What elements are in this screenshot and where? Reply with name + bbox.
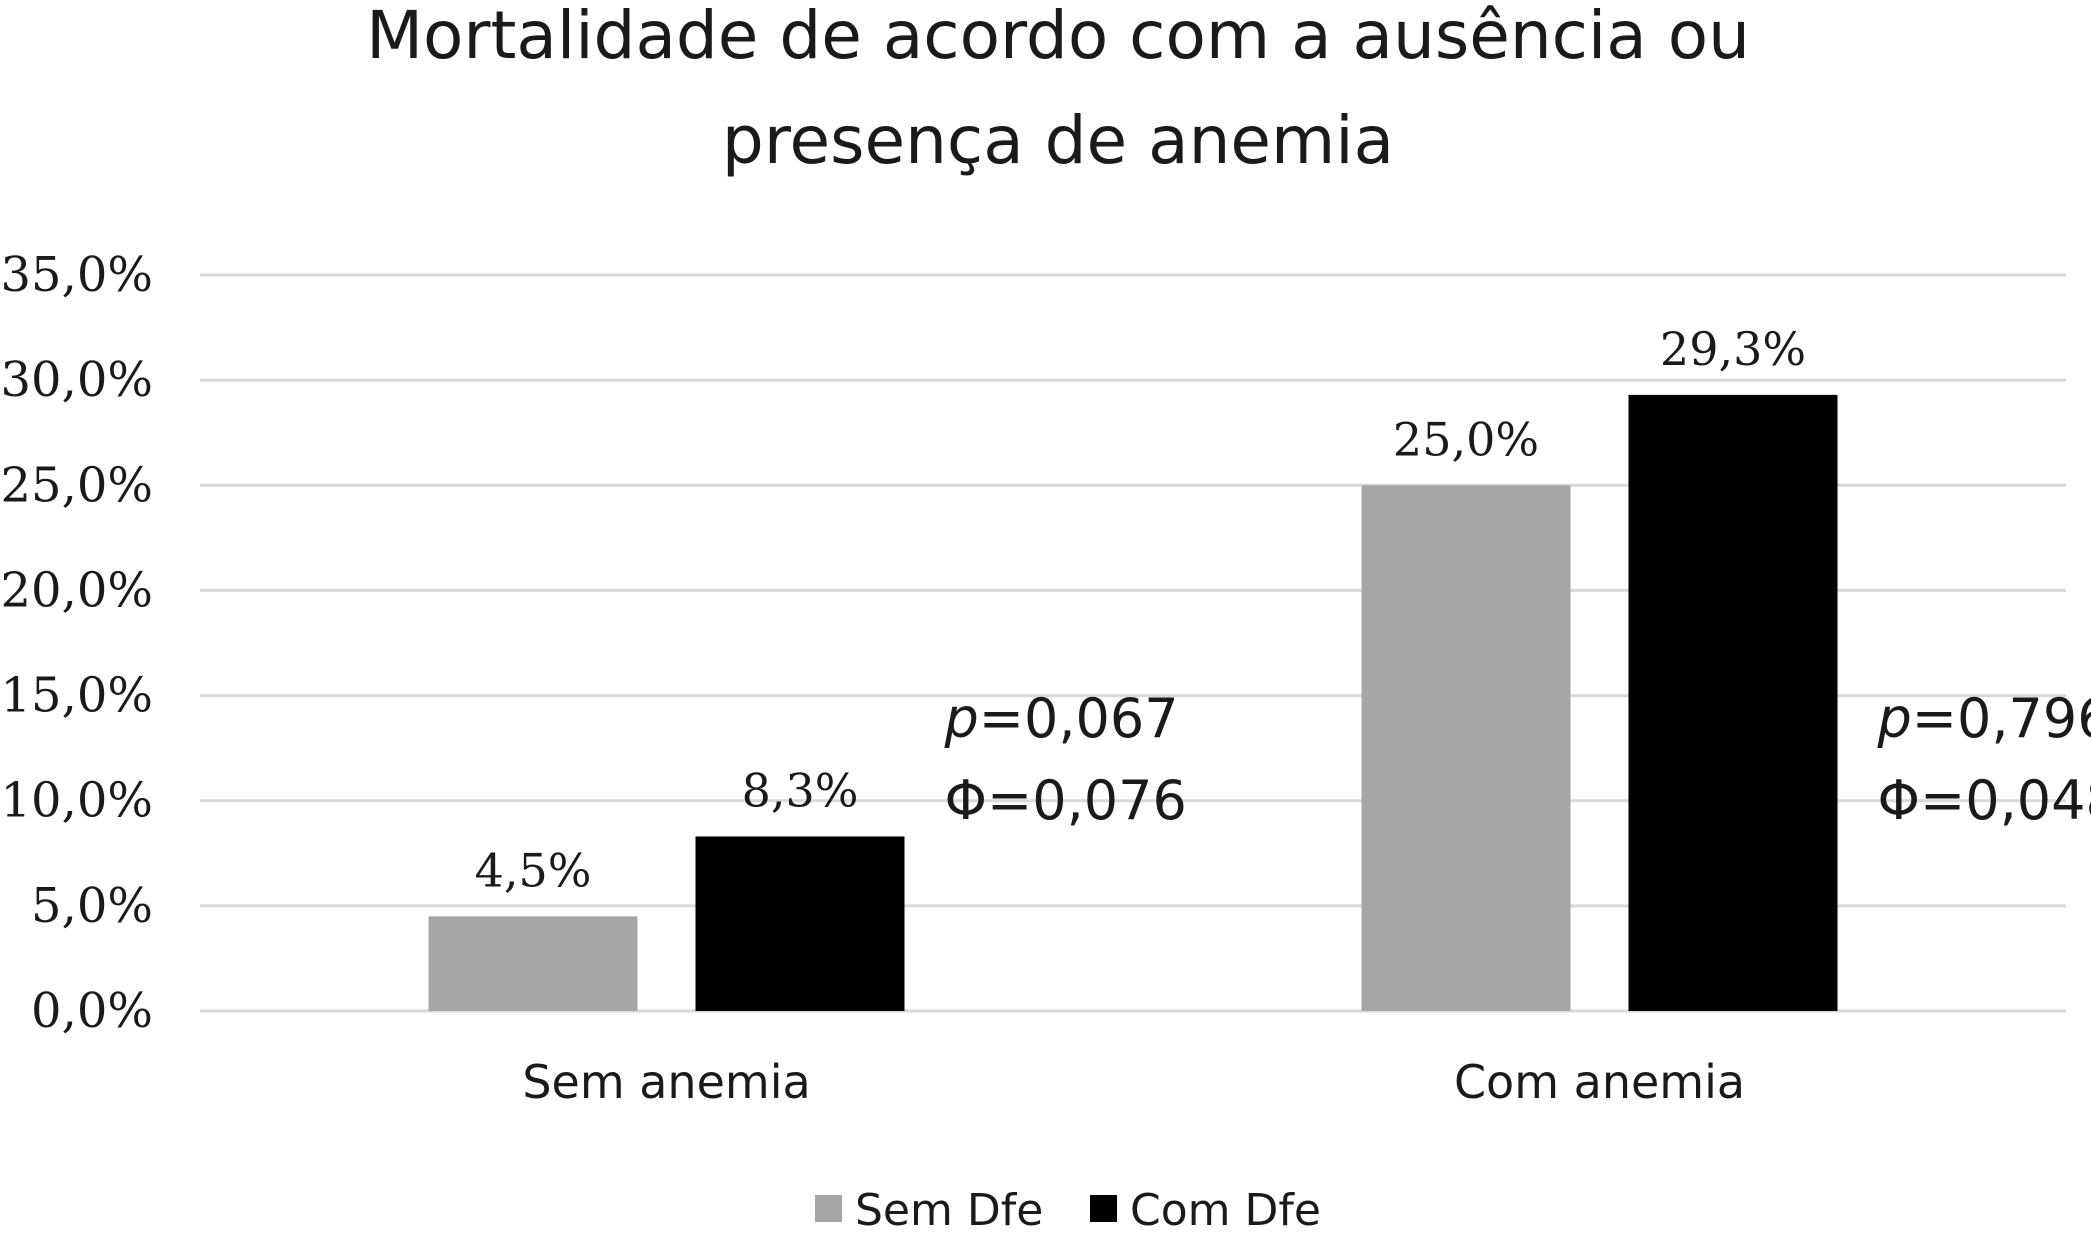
chart-title-line-1: Mortalidade de acordo com a ausência ou xyxy=(366,0,1750,74)
y-tick-label: 5,0% xyxy=(31,878,153,934)
bar xyxy=(428,916,638,1011)
gridlines xyxy=(200,273,2066,1013)
y-tick-label: 25,0% xyxy=(1,457,153,513)
phi-annotation: Φ=0,076 xyxy=(945,769,1187,832)
x-category-label: Com anemia xyxy=(1454,1055,1745,1109)
legend-label: Sem Dfe xyxy=(855,1185,1043,1236)
legend-swatch xyxy=(1090,1195,1117,1222)
data-label: 8,3% xyxy=(742,763,859,817)
bar xyxy=(695,836,905,1011)
data-labels: 4,5% 8,3% 25,0% 29,3% xyxy=(475,322,1807,898)
x-axis-categories: Sem anemia Com anemia xyxy=(522,1055,1745,1109)
legend-label: Com Dfe xyxy=(1130,1185,1321,1236)
legend-swatch xyxy=(815,1195,842,1222)
y-tick-label: 20,0% xyxy=(1,562,153,618)
p-value: =0,796 xyxy=(1912,687,2091,750)
phi-annotation: Φ=0,048 xyxy=(1878,769,2091,832)
p-value-annotation: p=0,796 xyxy=(1877,687,2091,750)
p-value: =0,067 xyxy=(979,687,1179,750)
y-tick-label: 35,0% xyxy=(1,247,153,303)
data-label: 25,0% xyxy=(1393,412,1539,466)
bars xyxy=(428,394,1838,1011)
data-label: 4,5% xyxy=(475,843,592,897)
y-tick-label: 0,0% xyxy=(31,983,153,1039)
p-value-annotation: p=0,067 xyxy=(944,687,1179,750)
y-tick-label: 30,0% xyxy=(1,352,153,408)
data-label: 29,3% xyxy=(1660,322,1806,376)
legend: Sem Dfe Com Dfe xyxy=(815,1185,1321,1236)
x-category-label: Sem anemia xyxy=(522,1055,810,1109)
y-tick-label: 15,0% xyxy=(1,668,153,724)
bar xyxy=(1628,394,1838,1011)
y-tick-label: 10,0% xyxy=(1,773,153,829)
p-symbol: p xyxy=(1877,687,1912,750)
y-axis-ticks: 0,0% 5,0% 10,0% 15,0% 20,0% 25,0% 30,0% 35,0% xyxy=(1,247,153,1039)
bar xyxy=(1361,485,1571,1011)
chart-title-line-2: presença de anemia xyxy=(722,102,1394,179)
p-symbol: p xyxy=(944,687,979,750)
